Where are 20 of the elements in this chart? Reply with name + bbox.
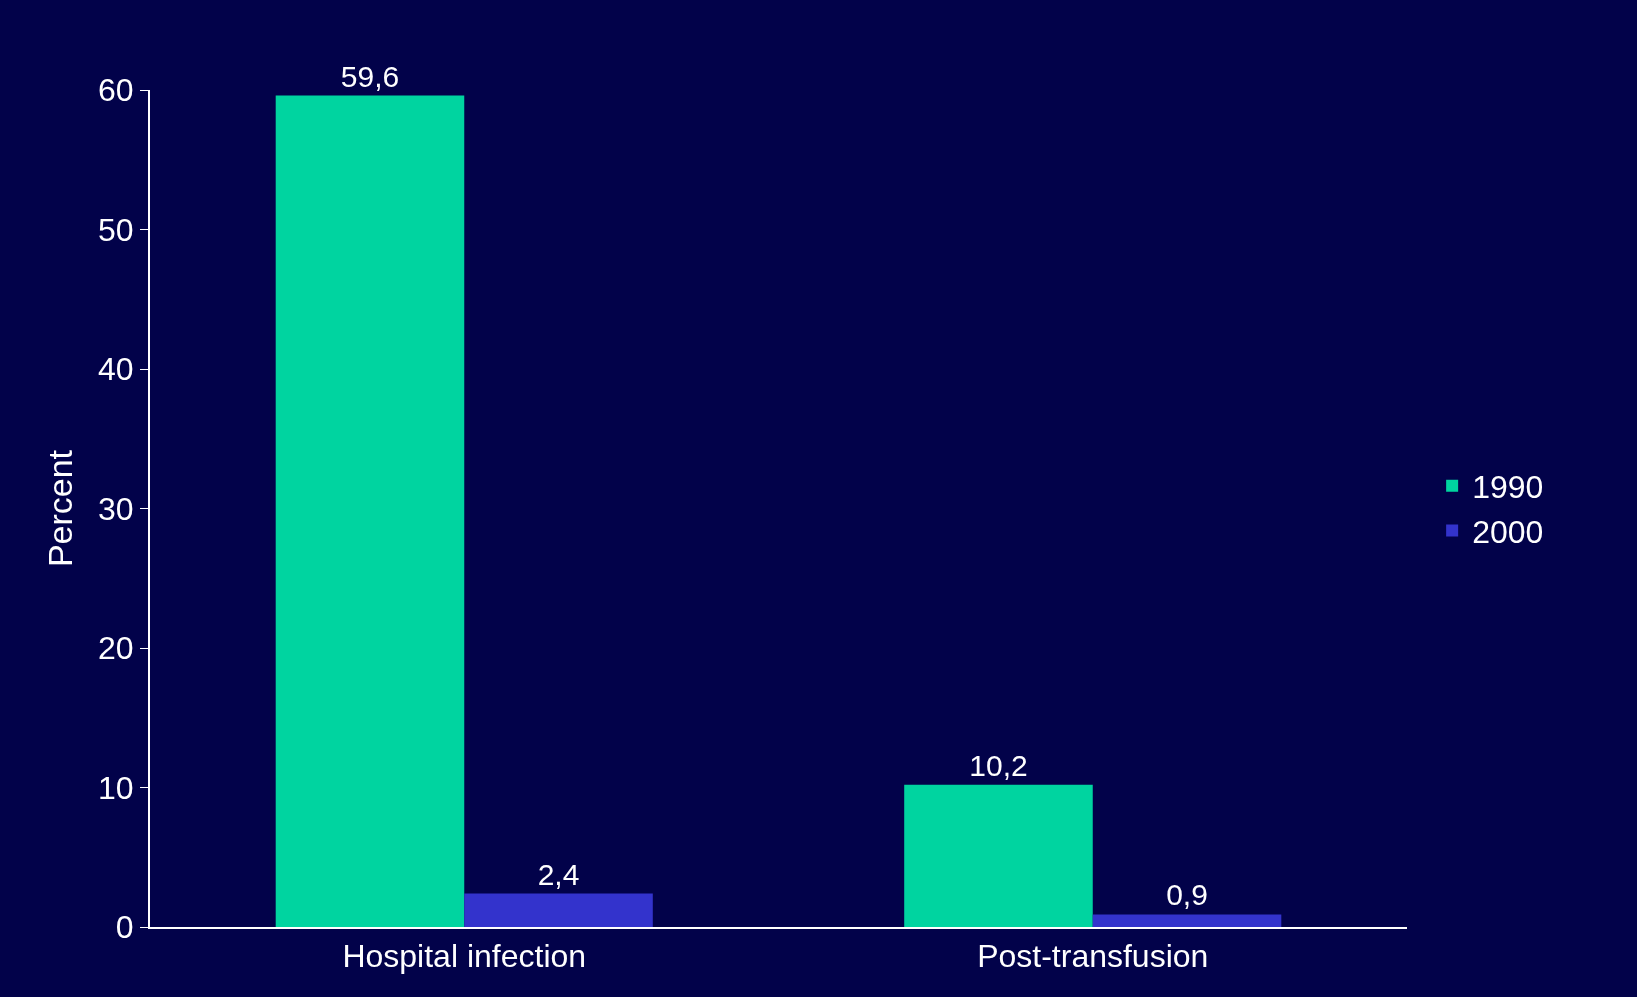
y-tick-label: 40 (98, 351, 134, 388)
x-tick-label: Hospital infection (342, 938, 587, 975)
y-tick-label: 20 (98, 630, 134, 667)
bar (464, 893, 653, 927)
legend-label: 1990 (1472, 469, 1544, 506)
y-tick-label: 0 (115, 909, 134, 946)
y-axis-title: Percent (41, 449, 80, 568)
data-label: 2,4 (537, 857, 580, 891)
y-tick-label: 30 (98, 490, 134, 527)
bar (1092, 914, 1282, 927)
data-label: 0,9 (1166, 878, 1208, 912)
y-tick-label: 10 (98, 769, 134, 806)
data-label: 59,6 (340, 59, 400, 93)
y-tick-label: 60 (98, 72, 134, 109)
legend-label: 2000 (1472, 513, 1544, 550)
bar (275, 95, 465, 927)
data-label: 10,2 (969, 748, 1028, 782)
y-tick-label: 50 (98, 211, 134, 248)
bar (904, 784, 1093, 927)
x-tick-label: Post-transfusion (977, 938, 1209, 975)
